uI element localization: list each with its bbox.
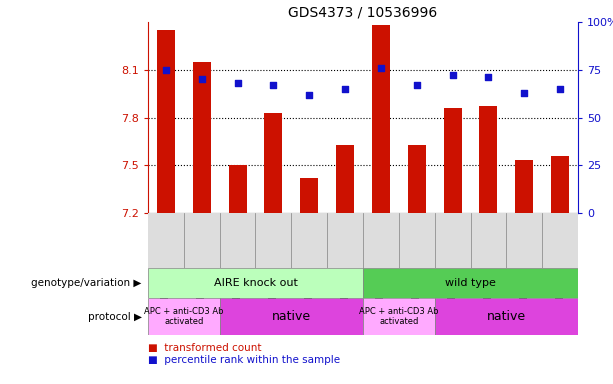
Bar <box>336 144 354 213</box>
Point <box>340 86 350 92</box>
Bar <box>300 178 318 213</box>
Text: genotype/variation ▶: genotype/variation ▶ <box>31 278 142 288</box>
Point <box>268 82 278 88</box>
Text: APC + anti-CD3 Ab
activated: APC + anti-CD3 Ab activated <box>359 307 438 326</box>
Title: GDS4373 / 10536996: GDS4373 / 10536996 <box>288 5 438 20</box>
Text: native: native <box>487 310 526 323</box>
Text: ■  transformed count: ■ transformed count <box>148 343 262 353</box>
Point <box>412 82 422 88</box>
Bar <box>264 113 283 213</box>
Bar <box>435 298 578 335</box>
Point <box>304 91 314 98</box>
Text: protocol ▶: protocol ▶ <box>88 311 142 321</box>
Point <box>447 73 457 79</box>
Bar <box>157 30 175 213</box>
Point <box>197 76 207 83</box>
Text: ■  percentile rank within the sample: ■ percentile rank within the sample <box>148 355 340 365</box>
Bar <box>363 268 578 298</box>
Bar <box>148 298 219 335</box>
Point <box>484 74 493 81</box>
Point <box>519 89 529 96</box>
Point <box>161 67 171 73</box>
Point <box>233 80 243 86</box>
Text: native: native <box>272 310 311 323</box>
Bar <box>516 161 533 213</box>
Bar <box>193 62 211 213</box>
Text: wild type: wild type <box>445 278 496 288</box>
Bar <box>219 298 363 335</box>
Bar <box>551 156 569 213</box>
Bar <box>408 144 425 213</box>
Point <box>555 86 565 92</box>
Point <box>376 65 386 71</box>
Bar <box>372 25 390 213</box>
Bar <box>444 108 462 213</box>
Bar <box>479 106 497 213</box>
Text: AIRE knock out: AIRE knock out <box>213 278 297 288</box>
Bar <box>229 165 246 213</box>
Bar <box>363 298 435 335</box>
Text: APC + anti-CD3 Ab
activated: APC + anti-CD3 Ab activated <box>144 307 224 326</box>
Bar <box>148 268 363 298</box>
